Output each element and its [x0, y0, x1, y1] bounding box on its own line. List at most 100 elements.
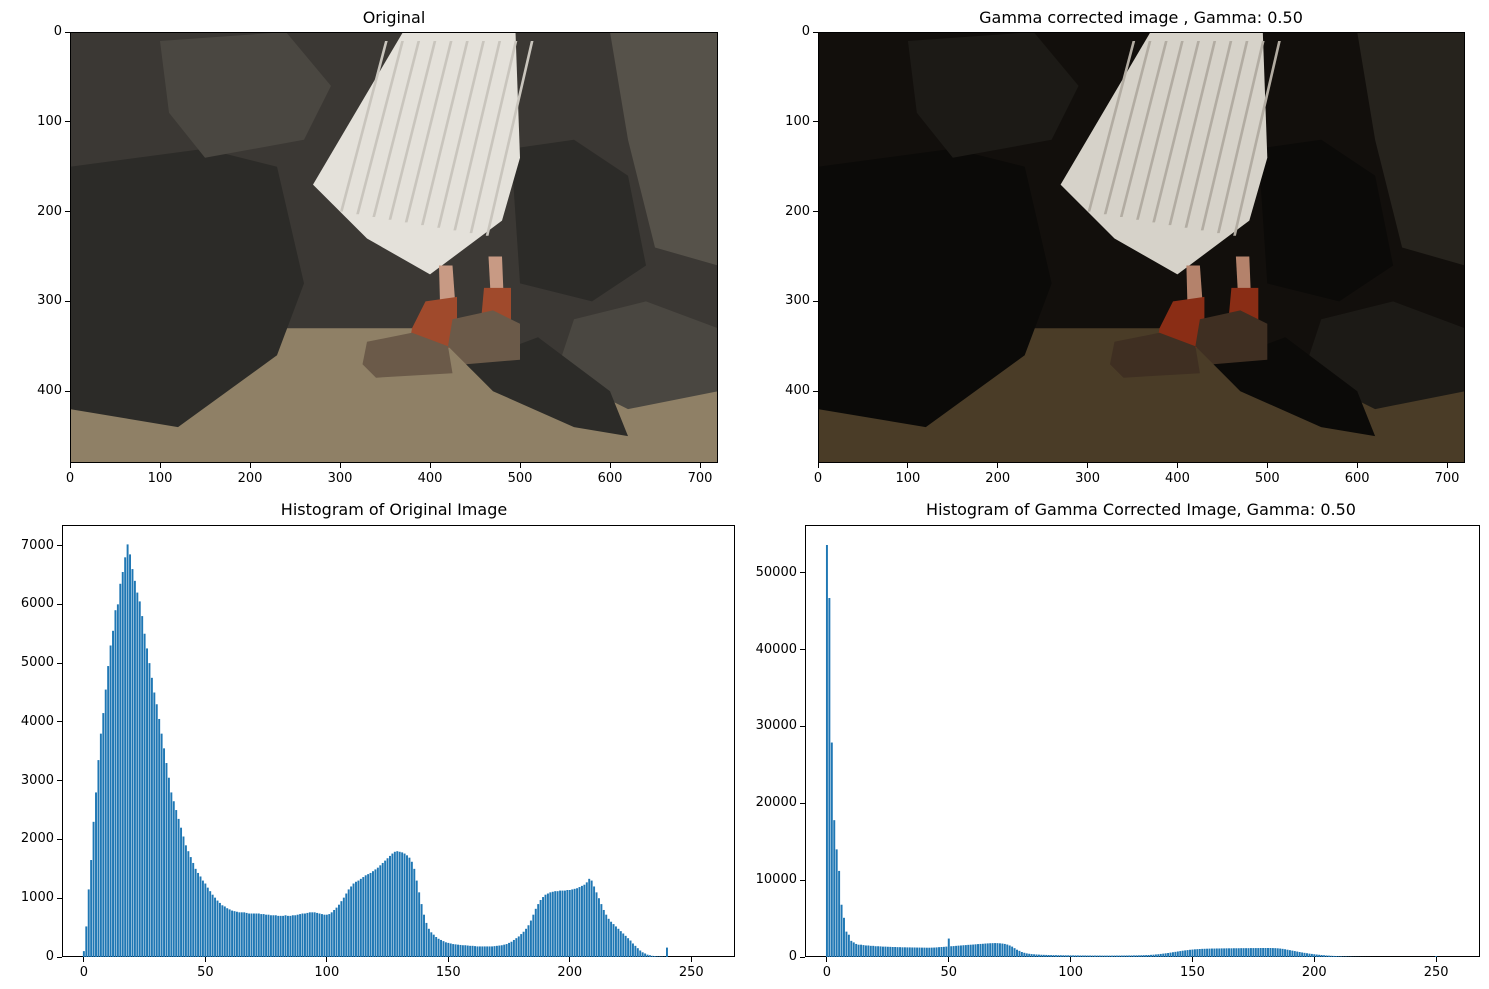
histogram-bar	[483, 946, 486, 957]
histogram-bar	[209, 891, 212, 957]
skirt-fold	[388, 41, 437, 220]
histogram-bar	[648, 955, 651, 957]
histogram-bar	[323, 914, 326, 957]
histogram-bar	[447, 942, 450, 957]
histogram-bar	[542, 897, 545, 957]
x-tick-label: 600	[1344, 471, 1370, 486]
histogram-bar	[544, 894, 547, 957]
histogram-bar	[1140, 955, 1143, 957]
histogram-bar	[454, 944, 457, 957]
x-tick-label: 200	[1301, 965, 1327, 980]
histogram-bar	[1050, 955, 1053, 957]
histogram-bar	[1020, 952, 1023, 957]
histogram-bar	[1103, 955, 1106, 957]
histogram-bar	[163, 748, 166, 957]
y-tick	[813, 31, 818, 33]
histogram-bar	[172, 801, 175, 957]
histogram-bar	[82, 951, 85, 957]
histogram-bar	[478, 946, 481, 957]
x-tick	[326, 957, 328, 962]
histogram-bar	[935, 947, 938, 957]
histogram-bar	[330, 912, 333, 957]
histogram-bar	[170, 792, 173, 957]
histogram-bar	[1035, 954, 1038, 957]
rock-left	[818, 148, 1052, 428]
histogram-bar	[1196, 949, 1199, 957]
histogram-bar	[243, 912, 246, 957]
histogram-bar	[896, 947, 899, 957]
histogram-bar	[435, 937, 438, 957]
histogram-bar	[432, 934, 435, 957]
histogram-bar	[534, 908, 537, 957]
original-image-axes	[70, 32, 718, 463]
histogram-bar	[1096, 955, 1099, 957]
histogram-bar	[942, 946, 945, 957]
histogram-bar	[1067, 955, 1070, 957]
histogram-bar	[838, 870, 841, 957]
histogram-bar	[928, 947, 931, 957]
histogram-bar	[840, 904, 843, 957]
skirt-fold	[1087, 41, 1136, 212]
histogram-bar	[260, 914, 263, 957]
histogram-bar	[418, 892, 421, 957]
histogram-bar	[595, 892, 598, 957]
histogram-bar	[109, 645, 112, 957]
histogram-bar	[245, 912, 248, 957]
rock-bottom-right	[1213, 337, 1376, 437]
histogram-bar	[1342, 956, 1345, 957]
histogram-bar	[549, 892, 552, 957]
histogram-bar	[233, 911, 236, 957]
histogram-bar	[505, 944, 508, 957]
skirt-fold	[1119, 41, 1168, 217]
histogram-bar	[590, 880, 593, 957]
histogram-bar	[393, 851, 396, 957]
histogram-bar	[1076, 955, 1079, 957]
histogram-bar	[882, 946, 884, 957]
histogram-bar	[165, 763, 168, 957]
x-tick-label: 700	[687, 471, 713, 486]
histogram-bar	[398, 851, 401, 957]
histogram-bar	[476, 946, 479, 957]
y-tick-label: 300	[37, 293, 62, 309]
histogram-bar	[133, 580, 136, 957]
histogram-bar	[488, 946, 491, 957]
histogram-bar	[996, 943, 999, 957]
histogram-bar	[920, 947, 923, 957]
histogram-bar	[899, 947, 902, 957]
histogram-bar	[651, 955, 654, 957]
histogram-bar	[576, 888, 579, 957]
skirt-fold	[1152, 41, 1200, 223]
y-tick-label: 100	[785, 113, 810, 129]
histogram-bar	[556, 891, 559, 957]
histogram-bar	[1008, 945, 1011, 957]
histogram-bar	[843, 917, 845, 957]
histogram-bar	[1257, 948, 1260, 957]
x-tick	[699, 463, 701, 468]
histogram-bar	[396, 851, 399, 957]
histogram-bar	[1025, 953, 1028, 957]
histogram-bar	[825, 544, 828, 957]
histogram-bar	[389, 855, 391, 957]
histogram-bar	[437, 938, 440, 957]
histogram-bar	[372, 871, 374, 957]
histogram-bar	[408, 857, 411, 957]
histogram-bar	[114, 610, 117, 957]
x-tick-label: 0	[65, 471, 75, 486]
histogram-bar	[218, 902, 221, 957]
histogram-bar	[379, 865, 382, 957]
histogram-bar	[1154, 954, 1157, 957]
histogram-bar	[833, 820, 836, 957]
histogram-bar	[1055, 955, 1057, 957]
histogram-bar	[600, 904, 603, 957]
histogram-bar	[126, 544, 129, 957]
skirt-fold	[1168, 41, 1217, 226]
histogram-bar	[571, 889, 574, 957]
histogram-bar	[1235, 948, 1238, 957]
gamma-image-axes	[818, 32, 1465, 463]
histogram-bar	[355, 881, 357, 957]
x-tick-label: 250	[1423, 965, 1449, 980]
rock-top-right	[610, 32, 718, 266]
histogram-bar	[1245, 948, 1248, 957]
x-tick-label: 400	[417, 471, 443, 486]
histogram-bar	[1184, 950, 1187, 957]
